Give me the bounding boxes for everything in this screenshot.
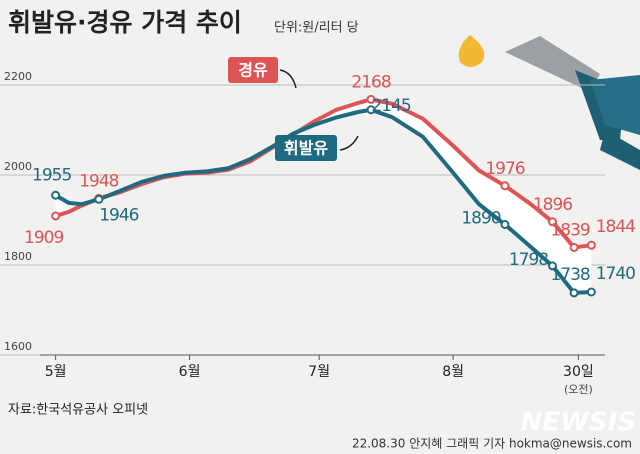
fuel-pump-icon <box>458 35 640 170</box>
data-point <box>366 105 376 115</box>
x-tick-label: 30일 <box>563 364 594 380</box>
data-point <box>500 181 510 191</box>
data-point <box>547 217 557 227</box>
x-tick-label: 8월 <box>442 364 464 380</box>
legend-label: 휘발유 <box>284 139 328 158</box>
x-tick-label: 6월 <box>179 364 201 380</box>
data-label: 2168 <box>351 72 390 92</box>
legend-arrow <box>279 69 297 89</box>
data-point <box>586 240 596 250</box>
x-tick-note: (오전) <box>564 383 593 396</box>
data-point <box>569 242 579 252</box>
data-point <box>569 288 579 298</box>
price-gap-area <box>55 99 592 293</box>
x-tick-label: 7월 <box>308 364 330 380</box>
watermark: NEWSIS <box>521 408 636 438</box>
chart-title: 휘발유·경유 가격 추이 <box>8 8 242 37</box>
data-label: 1955 <box>32 165 71 185</box>
data-label: 1738 <box>550 265 589 285</box>
y-tick-label: 2000 <box>4 160 32 173</box>
data-label: 1890 <box>461 209 500 229</box>
data-label: 1740 <box>596 264 635 284</box>
data-label: 1909 <box>24 228 63 248</box>
series-line <box>54 107 592 295</box>
data-label: 1976 <box>485 159 524 179</box>
x-tick-label: 5월 <box>45 364 67 380</box>
legend-arrow <box>339 135 359 151</box>
chart-subtitle: 단위:원/리터 당 <box>274 21 359 36</box>
data-label: 2145 <box>371 96 410 116</box>
data-label: 1946 <box>99 205 138 225</box>
data-point <box>586 287 596 297</box>
data-point <box>366 94 376 104</box>
data-label: 1948 <box>79 171 118 191</box>
data-point <box>500 220 510 229</box>
y-tick-label: 1600 <box>4 340 32 353</box>
credit: 22.08.30 안지혜 그래픽 기자 hokma@newsis.com <box>352 437 632 451</box>
data-label: 1839 <box>550 220 589 240</box>
data-point <box>51 190 61 200</box>
data-point <box>94 194 104 204</box>
y-tick-label: 1800 <box>4 250 32 263</box>
y-tick-label: 2200 <box>4 70 32 83</box>
source: 자료:한국석유공사 오피넷 <box>8 403 148 418</box>
legend-badge <box>275 135 337 161</box>
data-point <box>547 261 557 271</box>
data-label: 1896 <box>533 195 572 215</box>
data-label: 1844 <box>596 217 635 237</box>
legend-label: 경유 <box>238 61 268 80</box>
data-point <box>51 211 61 221</box>
data-label: 1798 <box>509 250 548 270</box>
legend-badge <box>228 57 278 83</box>
